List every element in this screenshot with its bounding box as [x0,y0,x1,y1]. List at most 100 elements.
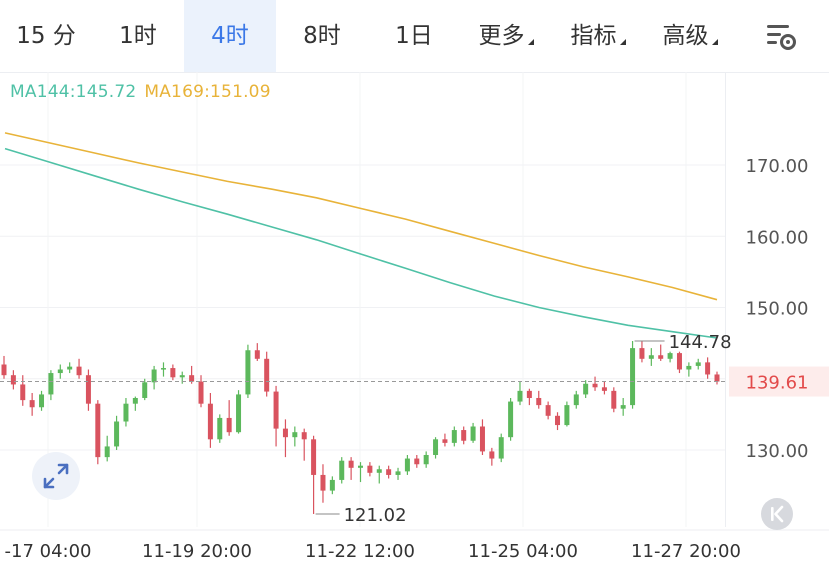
tab-label: 8时 [303,23,341,49]
candle-body [329,479,335,491]
candlestick-chart: 170.00 160.00 150.00 130.00 -17 04:00 11-19 2… [0,72,829,562]
x-tick-label: 11-22 12:00 [305,541,415,562]
candle-body [348,460,354,468]
candle-body [273,391,279,429]
candle-body [29,400,35,408]
candle-body [433,439,439,455]
chart-settings-button[interactable] [755,14,807,58]
tab-2[interactable]: 4时 [184,0,276,72]
candle-body [48,373,54,395]
candle-body [395,471,401,475]
tab-1[interactable]: 1时 [92,0,184,72]
candle-body [170,368,176,378]
candle-body [39,394,45,408]
timeframe-toolbar: 15 分 1时 4时 8时 1日 更多 指标 高级 [0,0,829,73]
candle-body [667,353,673,359]
candle-body [198,381,204,404]
candle-body [611,390,617,409]
candle-body [564,405,570,426]
candle-body [601,387,607,391]
candle-body [320,474,326,491]
candle-body [630,348,636,406]
candle-body [57,369,63,374]
candle-body [236,394,242,433]
candle-body [592,383,598,388]
chart-area[interactable]: 170.00 160.00 150.00 130.00 -17 04:00 11-19 2… [0,72,829,563]
dropdown-caret-icon [619,39,626,45]
expand-chart-button[interactable] [32,452,80,500]
candle-body [555,415,561,426]
dropdown-caret-icon [527,39,534,45]
tab-label: 更多 [478,23,525,49]
candle-body [114,421,120,447]
candle-body [639,348,645,359]
candle-body [282,428,288,438]
candle-body [1,364,7,376]
candle-body [151,369,157,383]
tab-7[interactable]: 高级 [644,0,736,72]
candle-body [517,390,523,402]
candle-body [545,405,551,416]
candle-body [292,432,298,438]
candle-body [301,432,307,440]
last-price-tag [729,366,829,397]
ma144-legend: MA144:145.72 [10,82,137,102]
scroll-to-start-button[interactable] [761,498,793,530]
candle-body [67,366,73,370]
candle-body [686,365,692,370]
x-tick-label: 11-19 20:00 [142,541,252,562]
candle-body [695,362,701,366]
candle-body [104,446,110,458]
tab-5[interactable]: 更多 [460,0,552,72]
y-tick-label: 170.00 [746,156,809,177]
candle-body [76,366,82,376]
tab-label: 1时 [119,23,157,49]
candle-body [85,375,91,404]
candle-body [404,458,410,472]
candle-body [367,465,373,473]
candle-body [536,397,542,406]
candle-body [442,439,448,443]
candle-body [254,350,260,359]
tab-label: 指标 [570,23,617,49]
candle-body [714,374,720,382]
tab-3[interactable]: 8时 [276,0,368,72]
expand-icon [43,463,69,489]
y-tick-label: 130.00 [746,441,809,462]
candle-body [207,403,213,440]
candle-body [217,417,223,440]
candle-body [451,430,457,443]
candle-body [358,465,363,468]
candle-body [376,469,382,473]
tab-6[interactable]: 指标 [552,0,644,72]
x-tick-label: 11-27 20:00 [631,541,741,562]
ma144-line [4,147,718,339]
candle-body [705,362,711,375]
candle-body [20,384,26,401]
x-tick-label: -17 04:00 [5,541,92,562]
last-price-label: 139.61 [746,373,809,394]
chart-settings-icon [767,25,796,50]
candle-body [423,454,429,465]
candle-body [339,460,345,480]
candle-body [142,382,148,398]
tab-4[interactable]: 1日 [368,0,460,72]
collapse-left-icon [771,505,784,523]
candle-body [583,383,589,395]
candle-body [189,375,195,382]
candle-body [479,426,485,452]
tab-label: 4时 [211,23,249,49]
candle-body [160,368,166,370]
candle-body [658,355,664,359]
ma-legend: MA144:145.72 MA169:151.09 [10,82,279,102]
low-marker-label: 121.02 [344,505,407,526]
tab-0[interactable]: 15 分 [0,0,92,72]
high-marker-label: 144.78 [669,332,732,353]
candle-body [573,394,579,406]
tab-label: 1日 [395,23,433,49]
candle-body [264,358,270,392]
candle-body [470,426,476,441]
dropdown-caret-icon [711,39,718,45]
candle-body [226,417,232,433]
candle-body [123,403,129,422]
